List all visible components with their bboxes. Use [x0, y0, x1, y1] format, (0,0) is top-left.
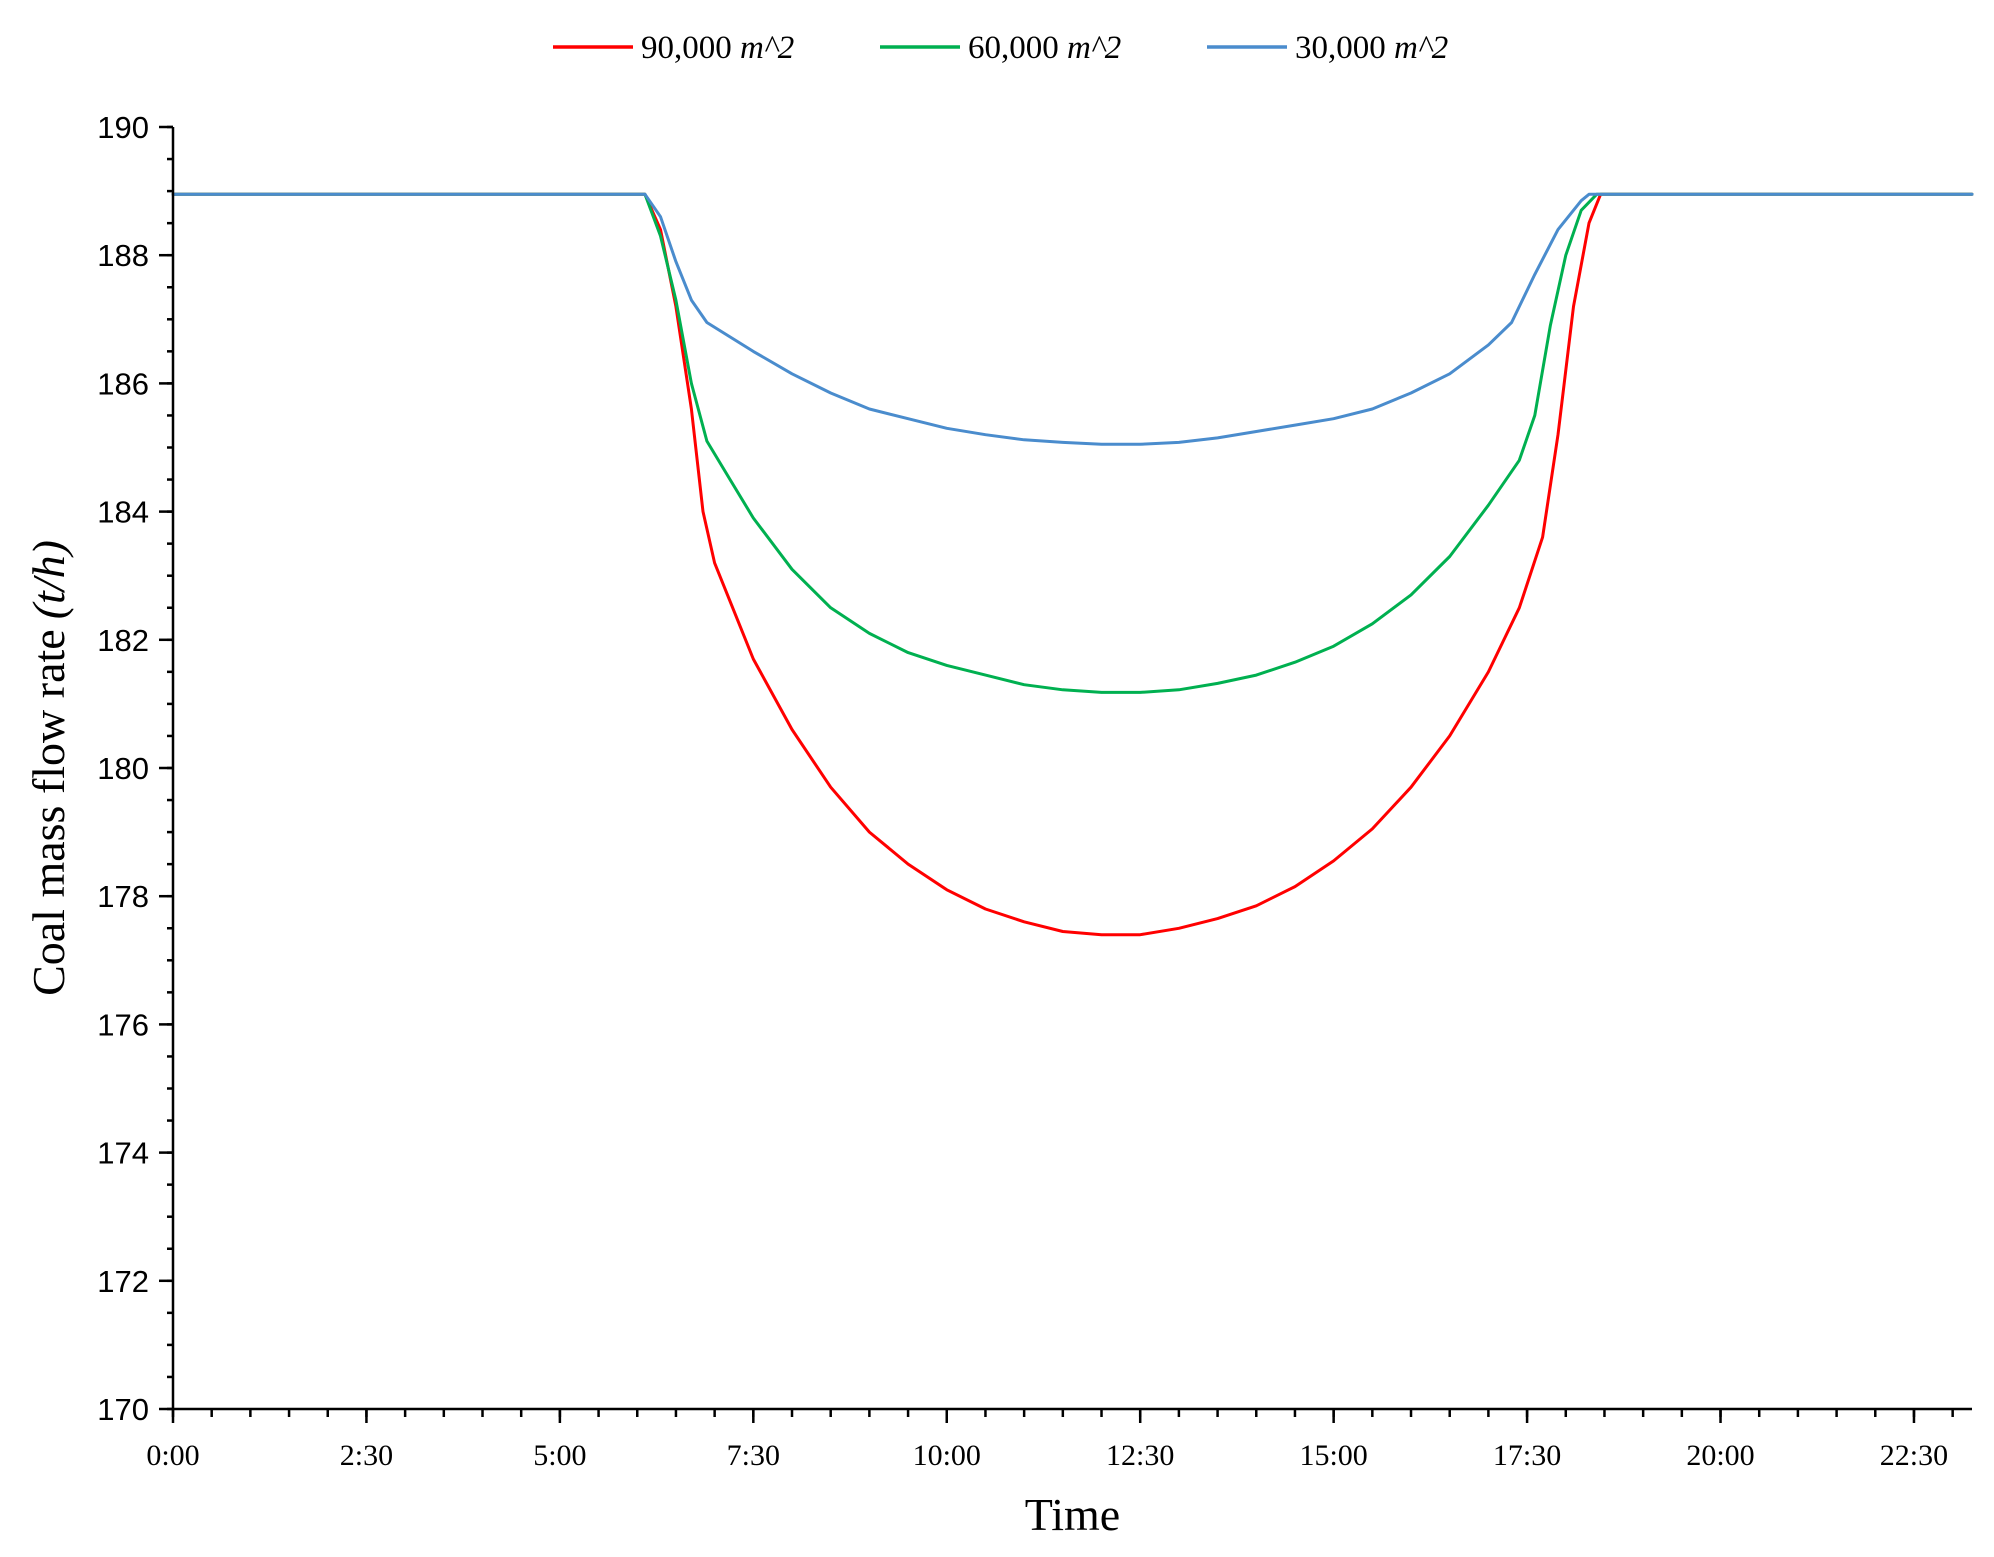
y-tick-label: 184 [97, 495, 149, 530]
y-tick-label: 178 [97, 879, 149, 914]
legend: 90,000 m^2 60,000 m^2 30,000 m^2 [553, 30, 1448, 66]
series-line-2 [171, 192, 1974, 694]
y-axis: 170 172 174 176 178 180 182 184 186 188 190 [97, 110, 175, 1427]
x-tick-label: 7:30 [727, 1439, 780, 1472]
legend-series-name: 90,000 [641, 30, 740, 66]
legend-item-1: 90,000 m^2 [553, 30, 794, 66]
legend-series-unit: m^2 [1067, 30, 1121, 66]
y-axis-title: Coal mass flow rate (t/h) [23, 540, 74, 996]
y-tick-label: 188 [97, 238, 149, 273]
x-axis-title: Time [1025, 1489, 1120, 1540]
y-tick-label: 174 [97, 1136, 149, 1171]
legend-label: 30,000 m^2 [1295, 30, 1448, 66]
x-tick-label: 2:30 [340, 1439, 393, 1472]
legend-label: 60,000 m^2 [968, 30, 1121, 66]
legend-series-name: 30,000 [1295, 30, 1394, 66]
legend-series-unit: m^2 [1394, 30, 1448, 66]
y-tick-label: 190 [97, 110, 149, 145]
legend-series-unit: m^2 [740, 30, 794, 66]
x-tick-label: 12:30 [1106, 1439, 1174, 1472]
series-line-1 [171, 192, 1974, 937]
x-tick-label: 17:30 [1493, 1439, 1561, 1472]
x-tick-label: 20:00 [1686, 1439, 1754, 1472]
y-tick-label: 186 [97, 366, 149, 401]
y-tick-label: 180 [97, 751, 149, 786]
legend-item-2: 60,000 m^2 [880, 30, 1121, 66]
y-tick-label: 172 [97, 1264, 149, 1299]
x-tick-label: 10:00 [913, 1439, 981, 1472]
x-tick-label: 0:00 [146, 1439, 199, 1472]
y-axis-unit: (t/h) [23, 540, 74, 619]
y-tick-label: 182 [97, 623, 149, 658]
x-axis: 0:00 2:30 5:00 7:30 10:00 12:30 15:00 17:30 20:0… [146, 1407, 1972, 1472]
legend-item-3: 30,000 m^2 [1207, 30, 1448, 66]
series-line-3 [171, 192, 1974, 446]
x-tick-label: 15:00 [1299, 1439, 1367, 1472]
y-tick-label: 170 [97, 1392, 149, 1427]
legend-label: 90,000 m^2 [641, 30, 794, 66]
y-axis-title-text: Coal mass flow rate [23, 629, 74, 996]
x-tick-label: 5:00 [533, 1439, 586, 1472]
legend-series-name: 60,000 [968, 30, 1067, 66]
x-tick-label: 22:30 [1880, 1439, 1948, 1472]
plot-area [171, 192, 1974, 937]
y-tick-label: 176 [97, 1007, 149, 1042]
